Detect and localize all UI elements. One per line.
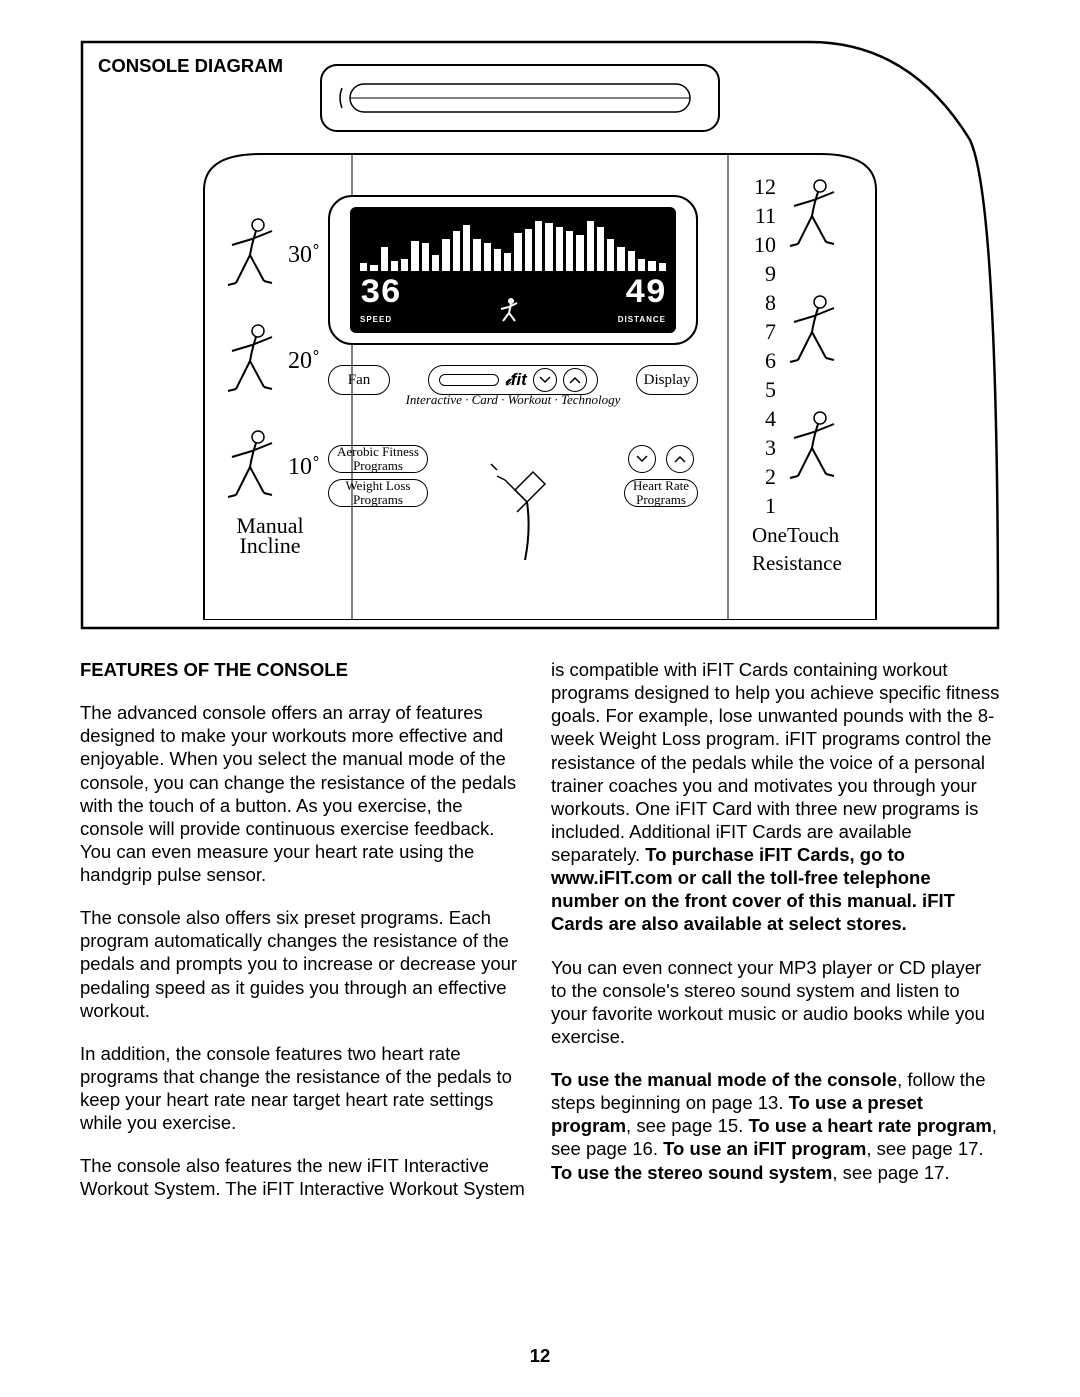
heartrate-programs-button[interactable]: Heart Rate Programs: [624, 479, 698, 507]
resistance-button[interactable]: 11: [752, 201, 862, 230]
ifit-control[interactable]: 𝒾fit: [428, 365, 598, 395]
speed-value: 36: [360, 273, 401, 316]
incline-column: 30˚ 20˚ 10˚ Manual Incline: [220, 202, 320, 559]
resistance-label-1: OneTouch: [752, 522, 862, 548]
resistance-button[interactable]: 5: [752, 375, 862, 404]
down-arrow-button[interactable]: [628, 445, 656, 473]
resistance-button[interactable]: 7: [752, 317, 862, 346]
incline-button[interactable]: 10˚: [220, 414, 320, 520]
para-4: The console also features the new iFIT I…: [80, 1154, 529, 1200]
resistance-column: 1211 10987 6543 21 OneTouch Resistance: [752, 172, 862, 577]
fan-button[interactable]: Fan: [328, 365, 390, 395]
ifit-logo: 𝒾fit: [505, 369, 527, 390]
console-diagram: CONSOLE DIAGRAM 36 SPEED: [80, 40, 1000, 630]
audio-jack-icon: [485, 450, 565, 560]
speed-label: SPEED: [360, 315, 392, 325]
para-6: You can even connect your MP3 player or …: [551, 956, 1000, 1049]
left-column: FEATURES OF THE CONSOLE The advanced con…: [80, 658, 529, 1221]
resistance-label-2: Resistance: [752, 550, 862, 576]
display-button[interactable]: Display: [636, 365, 698, 395]
lcd-screen: 36 SPEED 49 DISTANCE: [350, 207, 676, 333]
ifit-card-slot-icon: [439, 374, 499, 386]
right-column: is compatible with iFIT Cards containing…: [551, 658, 1000, 1221]
distance-value: 49: [625, 273, 666, 316]
page-number: 12: [0, 1344, 1080, 1367]
para-2: The console also offers six preset progr…: [80, 906, 529, 1022]
value-row: 36 SPEED 49 DISTANCE: [360, 273, 666, 328]
para-7: To use the manual mode of the console, f…: [551, 1068, 1000, 1184]
diagram-title: CONSOLE DIAGRAM: [98, 54, 283, 77]
weightloss-programs-button[interactable]: Weight Loss Programs: [328, 479, 428, 507]
card-slot: [320, 64, 720, 132]
resistance-button[interactable]: 9: [752, 259, 862, 288]
aerobic-programs-button[interactable]: Aerobic Fitness Programs: [328, 445, 428, 473]
resistance-button[interactable]: 1: [752, 491, 862, 520]
down-button[interactable]: [533, 368, 557, 392]
para-5: is compatible with iFIT Cards containing…: [551, 658, 1000, 936]
display-screen: 36 SPEED 49 DISTANCE: [328, 195, 698, 345]
resistance-button[interactable]: 3: [752, 433, 862, 462]
para-3: In addition, the console features two he…: [80, 1042, 529, 1135]
features-heading: FEATURES OF THE CONSOLE: [80, 658, 529, 681]
para-1: The advanced console offers an array of …: [80, 701, 529, 886]
bar-chart: [360, 213, 666, 271]
up-arrow-button[interactable]: [666, 445, 694, 473]
distance-label: DISTANCE: [618, 315, 666, 325]
body-text: FEATURES OF THE CONSOLE The advanced con…: [80, 658, 1000, 1221]
ifit-tagline: Interactive · Card · Workout · Technolog…: [328, 392, 698, 408]
incline-button[interactable]: 30˚: [220, 202, 320, 308]
runner-icon: [497, 297, 521, 327]
up-button[interactable]: [563, 368, 587, 392]
incline-label-2: Incline: [220, 532, 320, 560]
incline-button[interactable]: 20˚: [220, 308, 320, 414]
